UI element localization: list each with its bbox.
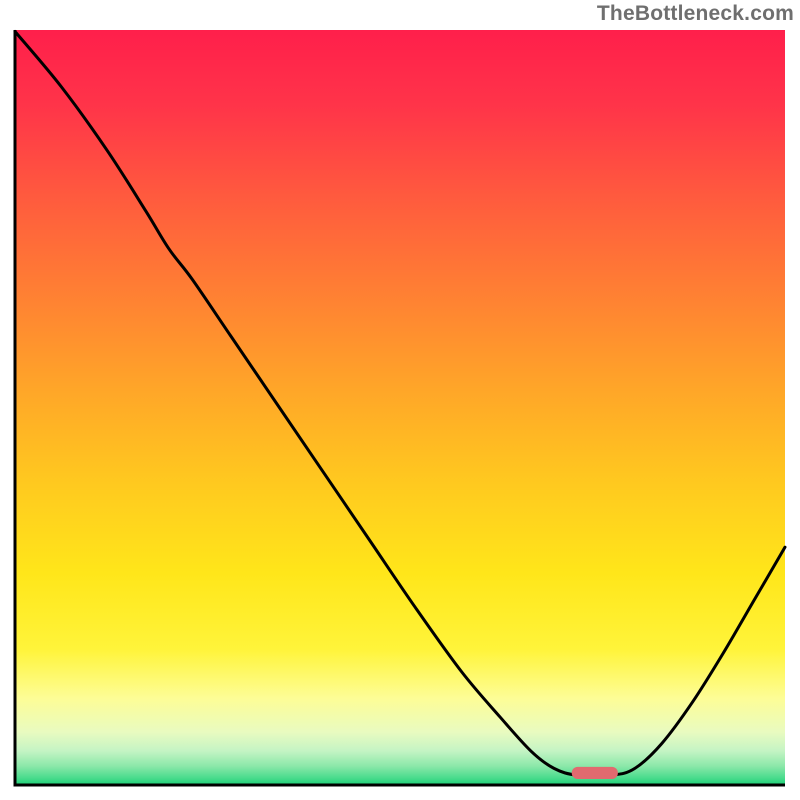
chart-plot — [0, 0, 800, 800]
chart-svg — [0, 0, 800, 800]
plot-background — [15, 30, 785, 785]
optimal-marker — [572, 767, 618, 779]
chart-container: TheBottleneck.com — [0, 0, 800, 800]
